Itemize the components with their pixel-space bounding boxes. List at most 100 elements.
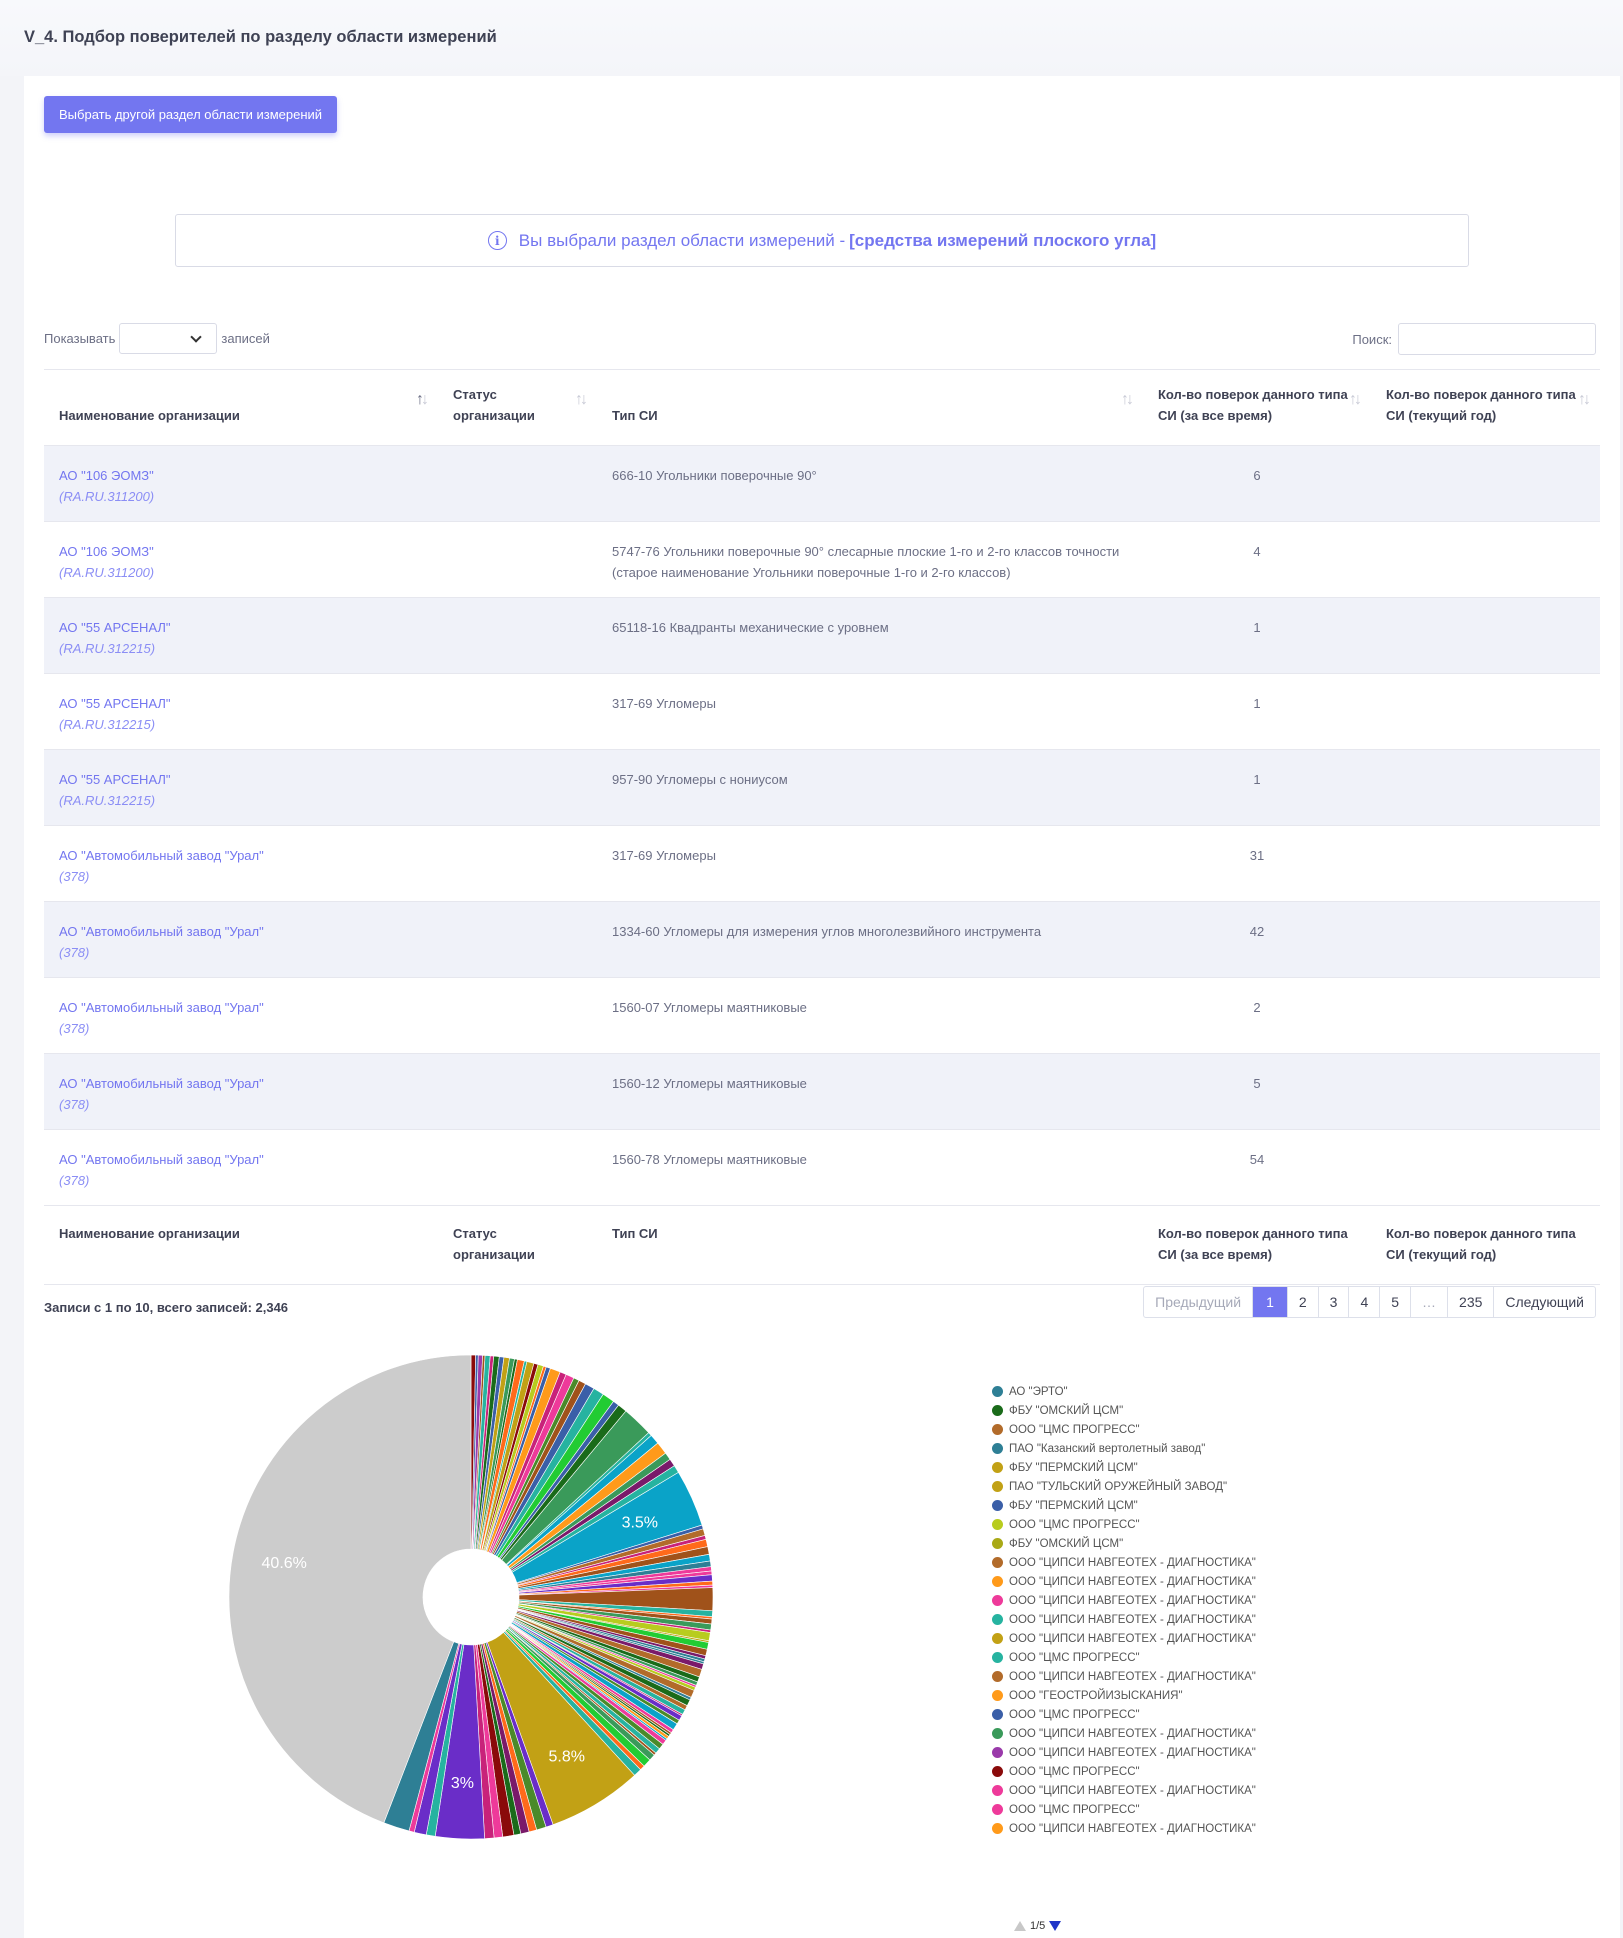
legend-item[interactable]: ООО "ЦИПСИ НАВГЕОТЕХ - ДИАГНОСТИКА" bbox=[992, 1724, 1256, 1743]
org-link[interactable]: АО "106 ЭОМЗ" bbox=[59, 544, 154, 559]
legend-item[interactable]: ООО "ГЕОСТРОЙИЗЫСКАНИЯ" bbox=[992, 1686, 1256, 1705]
cell-count-year bbox=[1371, 445, 1600, 522]
legend-item[interactable]: ФБУ "ОМСКИЙ ЦСМ" bbox=[992, 1401, 1256, 1420]
legend-next-arrow-icon[interactable] bbox=[1049, 1921, 1062, 1931]
legend-item[interactable]: ООО "ЦМС ПРОГРЕСС" bbox=[992, 1648, 1256, 1667]
alert-selected-section: [средства измерений плоского угла] bbox=[849, 230, 1157, 250]
org-link[interactable]: АО "Автомобильный завод "Урал" bbox=[59, 1000, 264, 1015]
table-row: АО "55 АРСЕНАЛ" (RA.RU.312215) 957-90 Угло… bbox=[44, 749, 1600, 826]
legend-dot bbox=[992, 1690, 1003, 1701]
org-link[interactable]: АО "Автомобильный завод "Урал" bbox=[59, 1076, 264, 1091]
org-code: (378) bbox=[59, 1097, 90, 1112]
table-row: АО "Автомобильный завод "Урал" (378) 317-6… bbox=[44, 825, 1600, 902]
legend-item[interactable]: ООО "ЦИПСИ НАВГЕОТЕХ - ДИАГНОСТИКА" bbox=[992, 1572, 1256, 1591]
cell-count-total: 1 bbox=[1143, 749, 1371, 826]
cell-count-total: 4 bbox=[1143, 521, 1371, 598]
legend-dot bbox=[992, 1424, 1003, 1435]
legend-dot bbox=[992, 1785, 1003, 1796]
cell-count-total: 6 bbox=[1143, 445, 1371, 522]
table-row: АО "55 АРСЕНАЛ" (RA.RU.312215) 65118-16 Кв… bbox=[44, 597, 1600, 674]
org-code: (378) bbox=[59, 869, 90, 884]
header-org-name[interactable]: Наименование организации ↑↓ bbox=[44, 369, 438, 446]
legend-item[interactable]: ПАО "Казанский вертолетный завод" bbox=[992, 1439, 1256, 1458]
legend-pager: 1/5 bbox=[1014, 1920, 1062, 1932]
sort-icon: ↑↓ bbox=[1121, 391, 1134, 408]
pie-slice-label: 40.6% bbox=[262, 1555, 307, 1572]
legend-item[interactable]: ООО "ЦМС ПРОГРЕСС" bbox=[992, 1705, 1256, 1724]
header-si-type[interactable]: Тип СИ ↑↓ bbox=[597, 369, 1143, 446]
footer-count-total: Кол-во поверок данного типа СИ (за все в… bbox=[1143, 1205, 1371, 1285]
legend-item[interactable]: ФБУ "ПЕРМСКИЙ ЦСМ" bbox=[992, 1496, 1256, 1515]
cell-status bbox=[438, 749, 597, 826]
legend-item[interactable]: ООО "ЦМС ПРОГРЕСС" bbox=[992, 1515, 1256, 1534]
org-link[interactable]: АО "106 ЭОМЗ" bbox=[59, 468, 154, 483]
legend-dot bbox=[992, 1823, 1003, 1834]
legend-dot bbox=[992, 1481, 1003, 1492]
cell-count-year bbox=[1371, 673, 1600, 750]
header-count-total[interactable]: Кол-во поверок данного типа СИ (за все в… bbox=[1143, 369, 1371, 446]
pagination-page[interactable]: 2 bbox=[1286, 1287, 1318, 1317]
legend-item[interactable]: ООО "ЦМС ПРОГРЕСС" bbox=[992, 1800, 1256, 1819]
org-code: (378) bbox=[59, 1173, 90, 1188]
org-link[interactable]: АО "Автомобильный завод "Урал" bbox=[59, 848, 264, 863]
table-row: АО "106 ЭОМЗ" (RA.RU.311200) 666-10 Угольн… bbox=[44, 445, 1600, 522]
org-code: (RA.RU.312215) bbox=[59, 793, 156, 808]
cell-org: АО "Автомобильный завод "Урал" (378) bbox=[44, 825, 438, 902]
table-footer-row: Наименование организации Статус организа… bbox=[44, 1205, 1600, 1285]
legend-label: ООО "ЦИПСИ НАВГЕОТЕХ - ДИАГНОСТИКА" bbox=[1009, 1556, 1256, 1569]
legend-item[interactable]: ООО "ЦИПСИ НАВГЕОТЕХ - ДИАГНОСТИКА" bbox=[992, 1610, 1256, 1629]
org-link[interactable]: АО "Автомобильный завод "Урал" bbox=[59, 924, 264, 939]
pagination-page[interactable]: 1 bbox=[1252, 1287, 1287, 1317]
header-count-year[interactable]: Кол-во поверок данного типа СИ (текущий … bbox=[1371, 369, 1600, 446]
footer-si-type: Тип СИ bbox=[597, 1205, 1143, 1285]
cell-count-year bbox=[1371, 597, 1600, 674]
search-input[interactable] bbox=[1398, 323, 1596, 355]
pagination-page[interactable]: 5 bbox=[1379, 1287, 1410, 1317]
info-icon: i bbox=[487, 231, 507, 250]
legend-item[interactable]: ООО "ЦИПСИ НАВГЕОТЕХ - ДИАГНОСТИКА" bbox=[992, 1743, 1256, 1762]
chart-legend: АО "ЭРТО" ФБУ "ОМСКИЙ ЦСМ" ООО "ЦМС ПРОГРЕ… bbox=[992, 1382, 1256, 1838]
legend-item[interactable]: ООО "ЦМС ПРОГРЕСС" bbox=[992, 1420, 1256, 1439]
header-org-status[interactable]: Статус организации ↑↓ bbox=[438, 369, 597, 446]
cell-status bbox=[438, 597, 597, 674]
legend-dot bbox=[992, 1500, 1003, 1511]
legend-item[interactable]: ООО "ЦИПСИ НАВГЕОТЕХ - ДИАГНОСТИКА" bbox=[992, 1591, 1256, 1610]
legend-prev-arrow-icon[interactable] bbox=[1014, 1921, 1026, 1931]
pagination-next[interactable]: Следующий bbox=[1493, 1287, 1595, 1317]
org-link[interactable]: АО "Автомобильный завод "Урал" bbox=[59, 1152, 264, 1167]
legend-item[interactable]: АО "ЭРТО" bbox=[992, 1382, 1256, 1401]
pagination-prev[interactable]: Предыдущий bbox=[1155, 1294, 1242, 1310]
pie-slice[interactable] bbox=[228, 1354, 472, 1824]
legend-label: ООО "ЦИПСИ НАВГЕОТЕХ - ДИАГНОСТИКА" bbox=[1009, 1746, 1256, 1759]
legend-item[interactable]: ПАО "ТУЛЬСКИЙ ОРУЖЕЙНЫЙ ЗАВОД" bbox=[992, 1477, 1256, 1496]
legend-item[interactable]: ООО "ЦМС ПРОГРЕСС" bbox=[992, 1762, 1256, 1781]
org-link[interactable]: АО "55 АРСЕНАЛ" bbox=[59, 772, 171, 787]
org-link[interactable]: АО "55 АРСЕНАЛ" bbox=[59, 620, 171, 635]
pagination-page[interactable]: 4 bbox=[1348, 1287, 1379, 1317]
cell-si-type: 317-69 Угломеры bbox=[597, 673, 1143, 750]
legend-label: ООО "ЦИПСИ НАВГЕОТЕХ - ДИАГНОСТИКА" bbox=[1009, 1632, 1256, 1645]
cell-status bbox=[438, 825, 597, 902]
legend-item[interactable]: ООО "ЦИПСИ НАВГЕОТЕХ - ДИАГНОСТИКА" bbox=[992, 1819, 1256, 1838]
page-length-select[interactable] bbox=[119, 323, 218, 354]
choose-section-button[interactable]: Выбрать другой раздел области измерений bbox=[44, 96, 338, 133]
legend-label: ФБУ "ОМСКИЙ ЦСМ" bbox=[1009, 1537, 1124, 1550]
legend-dot bbox=[992, 1405, 1003, 1416]
cell-count-year bbox=[1371, 1129, 1600, 1206]
legend-dot bbox=[992, 1595, 1003, 1606]
legend-item[interactable]: ООО "ЦИПСИ НАВГЕОТЕХ - ДИАГНОСТИКА" bbox=[992, 1629, 1256, 1648]
legend-item[interactable]: ООО "ЦИПСИ НАВГЕОТЕХ - ДИАГНОСТИКА" bbox=[992, 1781, 1256, 1800]
org-link[interactable]: АО "55 АРСЕНАЛ" bbox=[59, 696, 171, 711]
pagination-page[interactable]: 3 bbox=[1317, 1287, 1349, 1317]
legend-item[interactable]: ООО "ЦИПСИ НАВГЕОТЕХ - ДИАГНОСТИКА" bbox=[992, 1667, 1256, 1686]
cell-count-total: 5 bbox=[1143, 1053, 1371, 1130]
legend-item[interactable]: ФБУ "ОМСКИЙ ЦСМ" bbox=[992, 1534, 1256, 1553]
legend-item[interactable]: ООО "ЦИПСИ НАВГЕОТЕХ - ДИАГНОСТИКА" bbox=[992, 1553, 1256, 1572]
cell-org: АО "Автомобильный завод "Урал" (378) bbox=[44, 901, 438, 978]
legend-dot bbox=[992, 1386, 1003, 1397]
legend-label: ООО "ЦИПСИ НАВГЕОТЕХ - ДИАГНОСТИКА" bbox=[1009, 1727, 1256, 1740]
page-header: V_4. Подбор поверителей по разделу облас… bbox=[0, 0, 1623, 76]
pagination-page[interactable]: 235 bbox=[1447, 1287, 1493, 1317]
sort-icon: ↑↓ bbox=[1578, 391, 1591, 408]
legend-item[interactable]: ФБУ "ПЕРМСКИЙ ЦСМ" bbox=[992, 1458, 1256, 1477]
